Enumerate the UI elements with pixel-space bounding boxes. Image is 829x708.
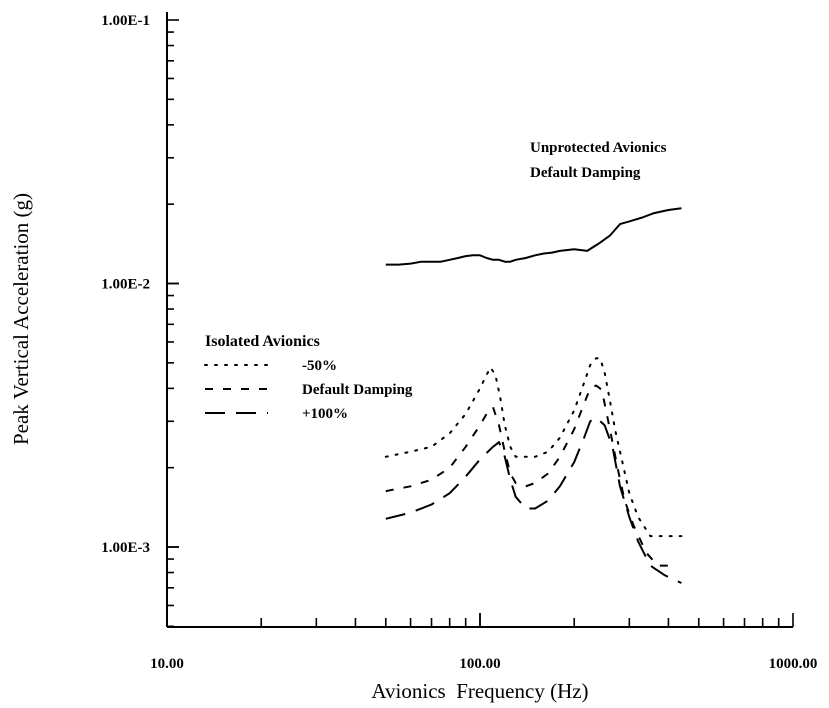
legend: Isolated Avionics -50% Default Damping +10… [205,333,413,422]
series-line-3 [386,418,682,584]
series-line-0 [386,208,682,264]
legend-label: +100% [302,406,348,422]
legend-label: -50% [302,358,337,374]
series-line-2 [386,386,675,566]
annotation-line2: Default Damping [530,165,641,181]
x-tick-label: 1000.00 [769,656,818,672]
ticks [167,20,793,627]
legend-label: Default Damping [302,382,413,398]
legend-entries: -50% Default Damping +100% [205,358,413,422]
unprotected-annotation: Unprotected Avionics Default Damping [530,140,667,181]
legend-title: Isolated Avionics [205,333,320,350]
x-tick-label: 10.00 [150,656,184,672]
y-tick-label: 1.00E-1 [101,13,150,29]
series-layer [386,208,682,583]
annotation-line1: Unprotected Avionics [530,140,667,156]
x-tick-label: 100.00 [459,656,500,672]
y-tick-label: 1.00E-2 [101,277,150,293]
axes [167,12,793,627]
y-tick-label: 1.00E-3 [101,540,150,556]
x-axis-title: Avionics Frequency (Hz) [371,679,588,703]
y-axis-title: Peak Vertical Acceleration (g) [9,193,33,445]
